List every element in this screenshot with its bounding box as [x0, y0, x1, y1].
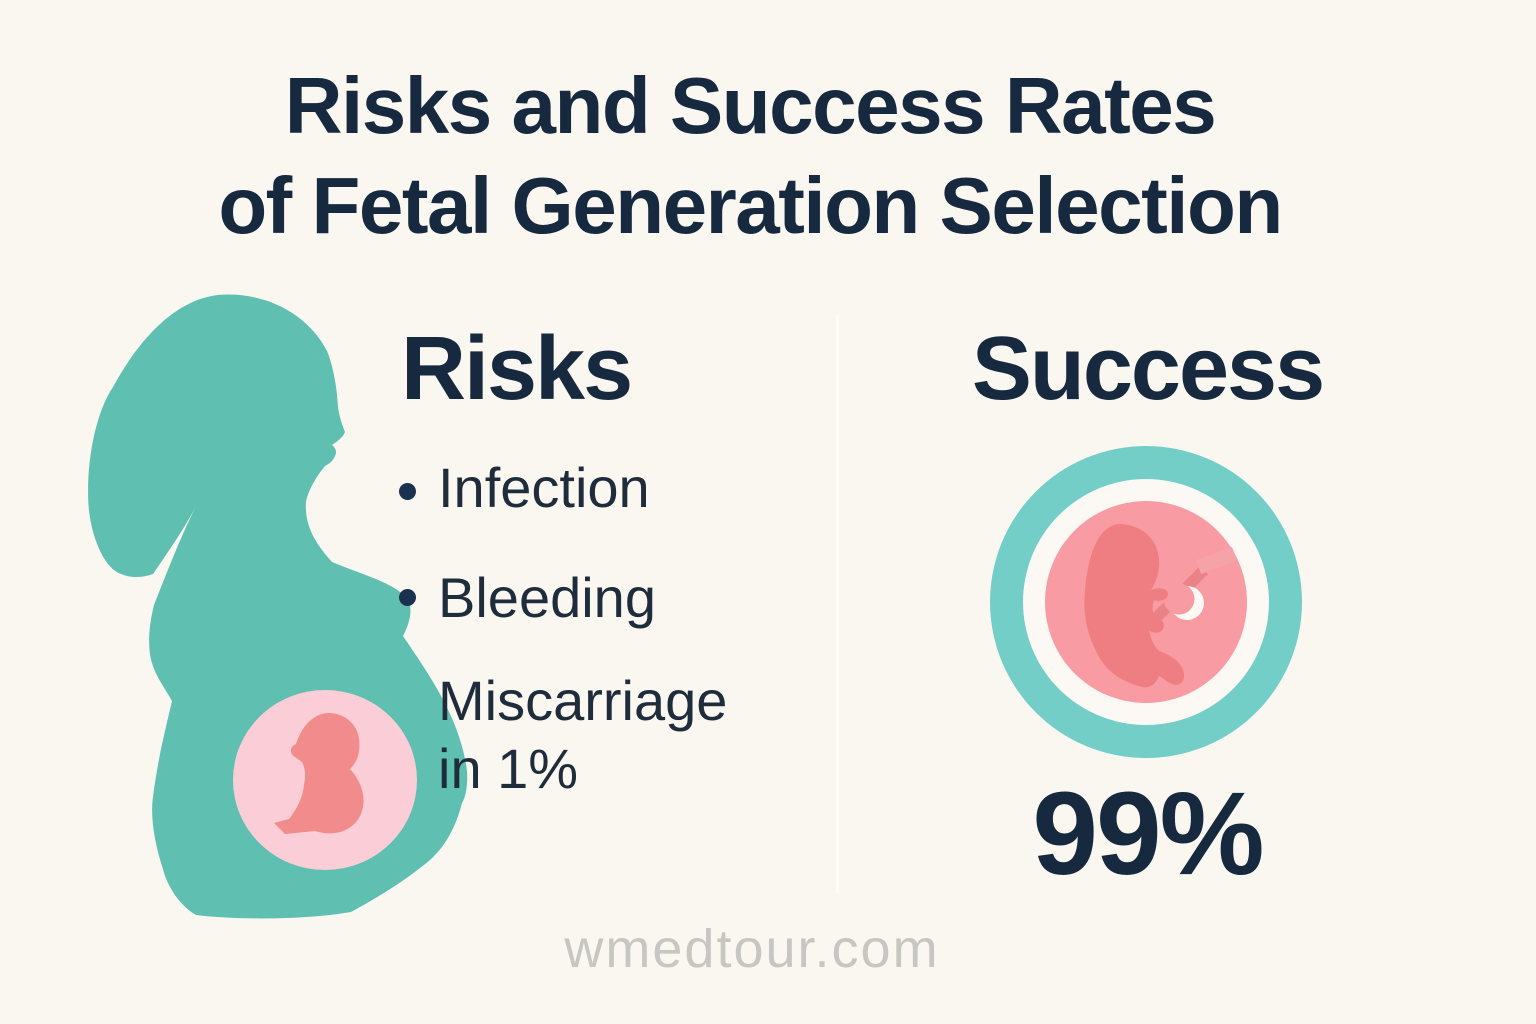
page-title: Risks and Success Rates of Fetal Generat… — [0, 56, 1500, 256]
risk-item-miscarriage: Miscarriage in 1% — [438, 669, 728, 800]
needle-stub — [1196, 547, 1237, 574]
success-rate-value: 99% — [1032, 768, 1264, 900]
risk-item-infection: Infection — [438, 456, 650, 519]
bullet-dot — [399, 483, 416, 500]
pregnant-woman-icon — [88, 294, 468, 919]
watermark: wmedtour.com — [564, 919, 940, 979]
section-divider — [836, 315, 839, 893]
risk-item-bleeding: Bleeding — [438, 566, 656, 629]
embryo-selection-icon — [990, 446, 1302, 758]
page-title-line-1: Risks and Success Rates — [284, 61, 1217, 150]
embryo-fetus-icon — [1084, 524, 1185, 688]
bullet-dot — [399, 589, 416, 606]
risks-heading: Risks — [401, 319, 633, 419]
polar-body-crescent-mask — [1163, 583, 1195, 615]
success-heading: Success — [971, 319, 1325, 419]
belly-fetus-icon — [274, 712, 364, 834]
page-title-line-2: of Fetal Generation Selection — [218, 161, 1283, 250]
